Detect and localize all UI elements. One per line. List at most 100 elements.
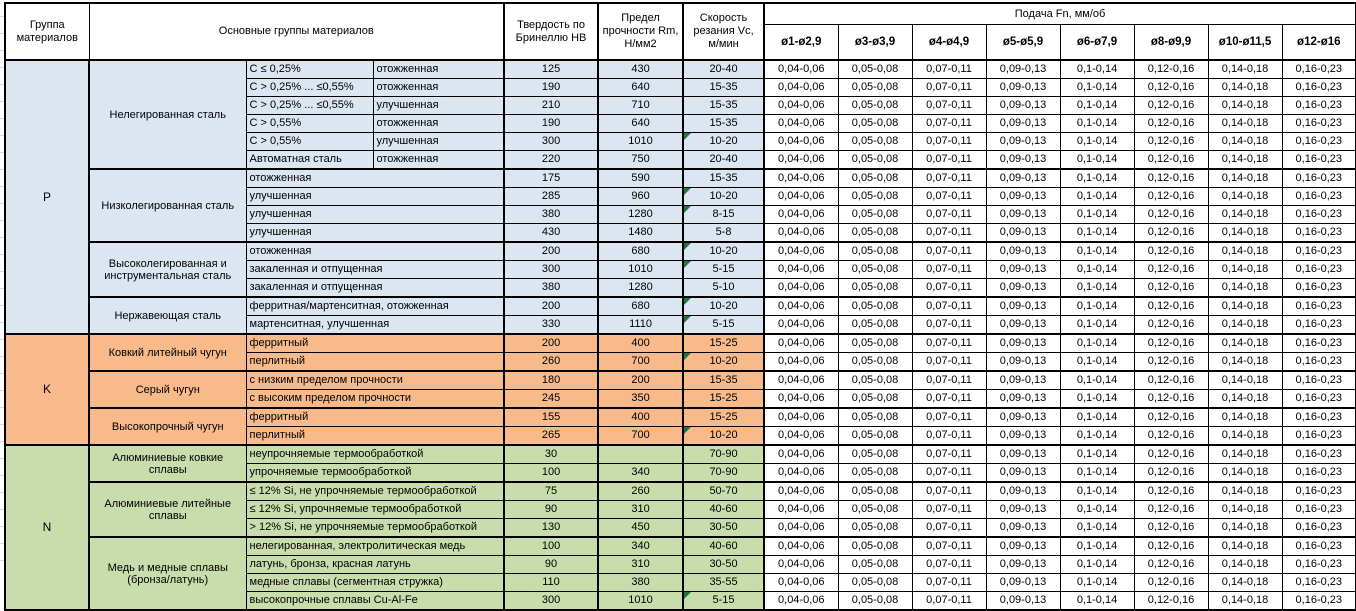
feed-value-cell[interactable]: 0,1-0,14 bbox=[1059, 500, 1135, 519]
material-description-cell[interactable]: перлитный bbox=[245, 352, 505, 372]
feed-value-cell[interactable]: 0,12-0,16 bbox=[1133, 333, 1209, 353]
cutting-speed-cell[interactable]: 20-40 bbox=[682, 150, 766, 170]
feed-value-cell[interactable]: 0,1-0,14 bbox=[1059, 241, 1135, 261]
feed-value-cell[interactable]: 0,14-0,18 bbox=[1207, 96, 1283, 115]
feed-value-cell[interactable]: 0,12-0,16 bbox=[1133, 278, 1209, 298]
feed-value-cell[interactable]: 0,07-0,11 bbox=[911, 278, 987, 298]
feed-value-cell[interactable]: 0,09-0,13 bbox=[985, 333, 1061, 353]
group-code-cell[interactable]: N bbox=[4, 444, 90, 611]
feed-value-cell[interactable]: 0,04-0,06 bbox=[763, 78, 839, 97]
cutting-speed-cell[interactable]: 10-20 bbox=[682, 132, 766, 151]
feed-value-cell[interactable]: 0,05-0,08 bbox=[837, 500, 913, 519]
feed-value-cell[interactable]: 0,14-0,18 bbox=[1207, 132, 1283, 151]
feed-value-cell[interactable]: 0,04-0,06 bbox=[763, 241, 839, 261]
feed-value-cell[interactable]: 0,07-0,11 bbox=[911, 407, 987, 427]
feed-value-cell[interactable]: 0,07-0,11 bbox=[911, 555, 987, 574]
feed-value-cell[interactable]: 0,1-0,14 bbox=[1059, 407, 1135, 427]
feed-value-cell[interactable]: 0,12-0,16 bbox=[1133, 536, 1209, 556]
treatment-state-cell[interactable]: улучшенная bbox=[372, 96, 505, 115]
strength-cell[interactable]: 710 bbox=[597, 96, 684, 115]
feed-value-cell[interactable]: 0,1-0,14 bbox=[1059, 352, 1135, 372]
feed-value-cell[interactable]: 0,16-0,23 bbox=[1281, 463, 1356, 483]
feed-value-cell[interactable]: 0,07-0,11 bbox=[911, 426, 987, 446]
cutting-speed-cell[interactable]: 15-25 bbox=[682, 333, 766, 353]
feed-value-cell[interactable]: 0,04-0,06 bbox=[763, 370, 839, 390]
feed-value-cell[interactable]: 0,07-0,11 bbox=[911, 296, 987, 316]
feed-value-cell[interactable]: 0,05-0,08 bbox=[837, 187, 913, 206]
feed-value-cell[interactable]: 0,12-0,16 bbox=[1133, 370, 1209, 390]
feed-value-cell[interactable]: 0,07-0,11 bbox=[911, 132, 987, 151]
feed-value-cell[interactable]: 0,16-0,23 bbox=[1281, 500, 1356, 519]
feed-value-cell[interactable]: 0,09-0,13 bbox=[985, 518, 1061, 538]
feed-value-cell[interactable]: 0,04-0,06 bbox=[763, 573, 839, 592]
hardness-cell[interactable]: 210 bbox=[503, 96, 599, 115]
cutting-speed-cell[interactable]: 15-35 bbox=[682, 96, 766, 115]
feed-value-cell[interactable]: 0,14-0,18 bbox=[1207, 370, 1283, 390]
feed-value-cell[interactable]: 0,1-0,14 bbox=[1059, 132, 1135, 151]
feed-value-cell[interactable]: 0,04-0,06 bbox=[763, 96, 839, 115]
feed-value-cell[interactable]: 0,09-0,13 bbox=[985, 591, 1061, 611]
hardness-cell[interactable]: 380 bbox=[503, 205, 599, 224]
feed-value-cell[interactable]: 0,05-0,08 bbox=[837, 78, 913, 97]
feed-value-cell[interactable]: 0,09-0,13 bbox=[985, 205, 1061, 224]
feed-value-cell[interactable]: 0,1-0,14 bbox=[1059, 463, 1135, 483]
feed-value-cell[interactable]: 0,14-0,18 bbox=[1207, 573, 1283, 592]
feed-value-cell[interactable]: 0,14-0,18 bbox=[1207, 481, 1283, 501]
cutting-speed-cell[interactable]: 10-20 bbox=[682, 352, 766, 372]
feed-value-cell[interactable]: 0,04-0,06 bbox=[763, 407, 839, 427]
feed-value-cell[interactable]: 0,1-0,14 bbox=[1059, 260, 1135, 279]
feed-value-cell[interactable]: 0,05-0,08 bbox=[837, 481, 913, 501]
hardness-cell[interactable]: 180 bbox=[503, 370, 599, 390]
feed-value-cell[interactable]: 0,05-0,08 bbox=[837, 426, 913, 446]
feed-value-cell[interactable]: 0,07-0,11 bbox=[911, 518, 987, 538]
feed-value-cell[interactable]: 0,16-0,23 bbox=[1281, 59, 1356, 79]
feed-value-cell[interactable]: 0,16-0,23 bbox=[1281, 315, 1356, 335]
feed-value-cell[interactable]: 0,04-0,06 bbox=[763, 591, 839, 611]
feed-value-cell[interactable]: 0,14-0,18 bbox=[1207, 333, 1283, 353]
feed-value-cell[interactable]: 0,05-0,08 bbox=[837, 463, 913, 483]
cutting-speed-cell[interactable]: 30-50 bbox=[682, 555, 766, 574]
group-code-cell[interactable]: K bbox=[4, 333, 90, 446]
strength-cell[interactable]: 200 bbox=[597, 370, 684, 390]
feed-value-cell[interactable]: 0,16-0,23 bbox=[1281, 260, 1356, 279]
feed-value-cell[interactable]: 0,09-0,13 bbox=[985, 389, 1061, 409]
header-group-col[interactable]: Группа материалов bbox=[4, 2, 90, 61]
feed-diameter-header[interactable]: ø3-ø3,9 bbox=[837, 24, 913, 61]
feed-value-cell[interactable]: 0,07-0,11 bbox=[911, 463, 987, 483]
material-description-cell[interactable]: закаленная и отпущенная bbox=[245, 260, 505, 279]
feed-value-cell[interactable]: 0,05-0,08 bbox=[837, 315, 913, 335]
feed-value-cell[interactable]: 0,09-0,13 bbox=[985, 278, 1061, 298]
feed-value-cell[interactable]: 0,12-0,16 bbox=[1133, 132, 1209, 151]
hardness-cell[interactable]: 130 bbox=[503, 518, 599, 538]
feed-value-cell[interactable]: 0,14-0,18 bbox=[1207, 150, 1283, 170]
material-description-cell[interactable]: отожженная bbox=[245, 168, 505, 188]
feed-value-cell[interactable]: 0,14-0,18 bbox=[1207, 241, 1283, 261]
feed-value-cell[interactable]: 0,1-0,14 bbox=[1059, 333, 1135, 353]
feed-value-cell[interactable]: 0,16-0,23 bbox=[1281, 444, 1356, 464]
feed-value-cell[interactable]: 0,09-0,13 bbox=[985, 555, 1061, 574]
feed-value-cell[interactable]: 0,12-0,16 bbox=[1133, 426, 1209, 446]
feed-value-cell[interactable]: 0,16-0,23 bbox=[1281, 555, 1356, 574]
strength-cell[interactable]: 380 bbox=[597, 573, 684, 592]
feed-value-cell[interactable]: 0,16-0,23 bbox=[1281, 370, 1356, 390]
feed-value-cell[interactable]: 0,12-0,16 bbox=[1133, 59, 1209, 79]
feed-value-cell[interactable]: 0,05-0,08 bbox=[837, 132, 913, 151]
feed-value-cell[interactable]: 0,16-0,23 bbox=[1281, 78, 1356, 97]
feed-value-cell[interactable]: 0,09-0,13 bbox=[985, 352, 1061, 372]
treatment-state-cell[interactable]: отожженная bbox=[372, 114, 505, 133]
feed-value-cell[interactable]: 0,05-0,08 bbox=[837, 296, 913, 316]
feed-value-cell[interactable]: 0,04-0,06 bbox=[763, 205, 839, 224]
feed-value-cell[interactable]: 0,04-0,06 bbox=[763, 296, 839, 316]
cutting-speed-cell[interactable]: 40-60 bbox=[682, 500, 766, 519]
header-cutting-speed-col[interactable]: Скорость резания Vc, м/мин bbox=[682, 2, 765, 61]
feed-value-cell[interactable]: 0,16-0,23 bbox=[1281, 150, 1356, 170]
feed-value-cell[interactable]: 0,04-0,06 bbox=[763, 150, 839, 170]
feed-value-cell[interactable]: 0,12-0,16 bbox=[1133, 296, 1209, 316]
feed-value-cell[interactable]: 0,1-0,14 bbox=[1059, 481, 1135, 501]
material-description-cell[interactable]: высокопрочные сплавы Cu-Al-Fe bbox=[245, 591, 505, 611]
feed-value-cell[interactable]: 0,05-0,08 bbox=[837, 223, 913, 243]
feed-value-cell[interactable]: 0,16-0,23 bbox=[1281, 573, 1356, 592]
material-description-cell[interactable]: с высоким пределом прочности bbox=[245, 389, 505, 409]
strength-cell[interactable]: 680 bbox=[597, 296, 684, 316]
subgroup-name-cell[interactable]: Алюминиевые ковкие сплавы bbox=[88, 444, 247, 483]
